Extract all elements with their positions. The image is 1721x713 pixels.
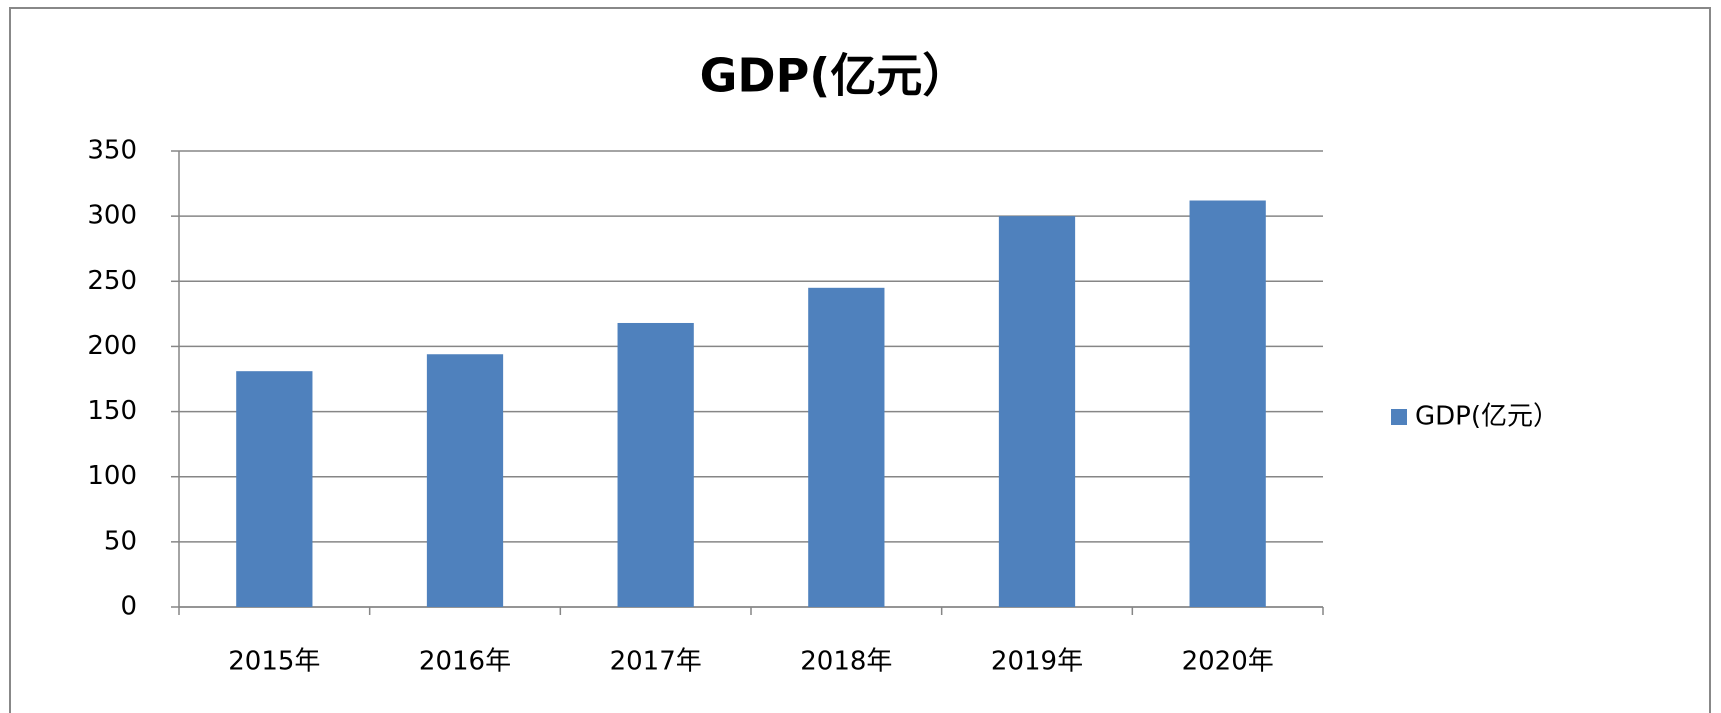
y-tick-label: 0	[120, 592, 137, 622]
bar	[426, 354, 504, 607]
bar	[617, 322, 694, 607]
x-tick-label: 2016年	[419, 647, 511, 677]
x-tick-label: 2019年	[991, 647, 1083, 677]
legend-swatch	[1391, 409, 1407, 425]
bar	[808, 287, 885, 607]
y-tick-label: 350	[87, 136, 137, 166]
y-tick-label: 150	[87, 396, 137, 426]
y-tick-label: 50	[104, 526, 137, 556]
chart-frame	[9, 7, 1711, 713]
bar	[1189, 200, 1266, 607]
x-tick-label: 2017年	[610, 647, 702, 677]
y-tick-label: 250	[87, 266, 137, 296]
y-tick-label: 300	[87, 201, 137, 231]
bar	[236, 371, 313, 607]
bar	[998, 216, 1076, 607]
chart-title: GDP(亿元）	[700, 49, 969, 103]
y-tick-label: 200	[87, 331, 137, 361]
x-tick-label: 2015年	[228, 647, 320, 677]
x-tick-label: 2020年	[1182, 647, 1274, 677]
legend-label: GDP(亿元）	[1415, 402, 1559, 432]
x-tick-label: 2018年	[800, 647, 892, 677]
y-tick-label: 100	[87, 461, 137, 491]
